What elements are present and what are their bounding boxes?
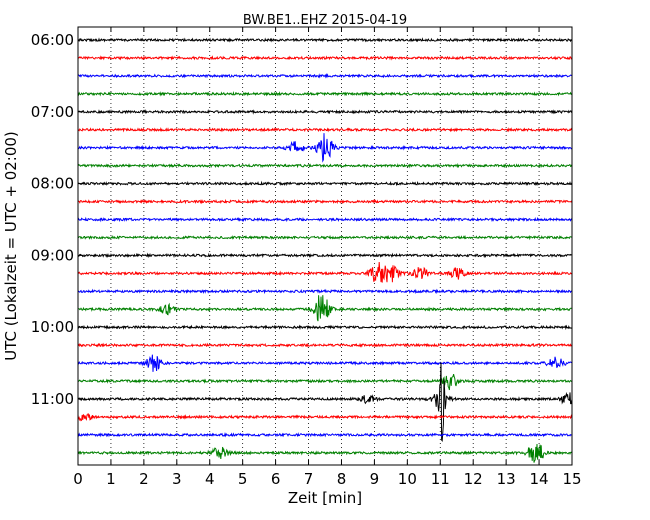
trace-row-0730: [77, 133, 573, 163]
x-tick-label: 12: [464, 470, 483, 488]
y-tick-label: 10:00: [31, 318, 74, 336]
trace-row-0830: [77, 216, 573, 223]
x-tick-label: 5: [238, 470, 248, 488]
trace-row-0815: [77, 198, 573, 205]
x-tick-label: 6: [271, 470, 281, 488]
x-tick-label: 11: [431, 470, 450, 488]
x-axis-label: Zeit [min]: [288, 489, 362, 507]
x-axis: 0 1 2 3 4 5 6 7 8 9 10 11 12 13 14 15: [73, 27, 582, 488]
chart-title: BW.BE1..EHZ 2015-04-19: [243, 13, 407, 28]
y-axis-label: UTC (Lokalzeit = UTC + 02:00): [2, 131, 20, 361]
y-tick-label: 06:00: [31, 31, 74, 49]
trace-row-1130: [77, 432, 572, 438]
trace-row-0930: [77, 288, 572, 295]
traces: [77, 37, 573, 463]
trace-row-0700: [77, 108, 573, 115]
trace-row-0645: [77, 91, 573, 97]
x-tick-label: 8: [337, 470, 347, 488]
x-tick-label: 1: [106, 470, 116, 488]
plot-frame: [77, 26, 573, 466]
x-tick-label: 14: [530, 470, 549, 488]
trace-row-1045: [77, 373, 573, 391]
x-tick-label: 13: [497, 470, 516, 488]
trace-row-0845: [77, 234, 572, 241]
trace-row-0745: [77, 162, 573, 169]
trace-row-1000: [77, 324, 572, 331]
trace-row-0900: [77, 252, 573, 259]
trace-row-0800: [77, 180, 573, 187]
trace-row-0945: [77, 295, 572, 322]
trace-row-0600: [77, 37, 573, 43]
y-axis: 06:00 07:00 08:00 09:00 10:00 11:00: [31, 31, 83, 408]
x-tick-label: 0: [73, 470, 83, 488]
y-tick-label: 07:00: [31, 103, 74, 121]
trace-row-1100: [78, 362, 573, 443]
x-tick-label: 4: [205, 470, 215, 488]
trace-row-0915: [77, 261, 573, 283]
x-tick-label: 9: [370, 470, 380, 488]
trace-row-1145: [77, 443, 573, 463]
trace-row-1015: [77, 342, 573, 348]
trace-row-0615: [77, 55, 573, 61]
y-tick-label: 11:00: [31, 390, 74, 408]
x-tick-label: 3: [172, 470, 182, 488]
y-tick-label: 08:00: [31, 175, 74, 193]
x-tick-label: 10: [398, 470, 417, 488]
trace-row-1030: [77, 354, 573, 372]
x-tick-label: 2: [139, 470, 149, 488]
trace-row-0715: [77, 127, 573, 133]
trace-row-0630: [77, 73, 573, 79]
trace-row-1115: [77, 413, 573, 422]
y-tick-label: 09:00: [31, 246, 74, 264]
x-tick-label: 7: [304, 470, 314, 488]
x-tick-label: 15: [562, 470, 581, 488]
